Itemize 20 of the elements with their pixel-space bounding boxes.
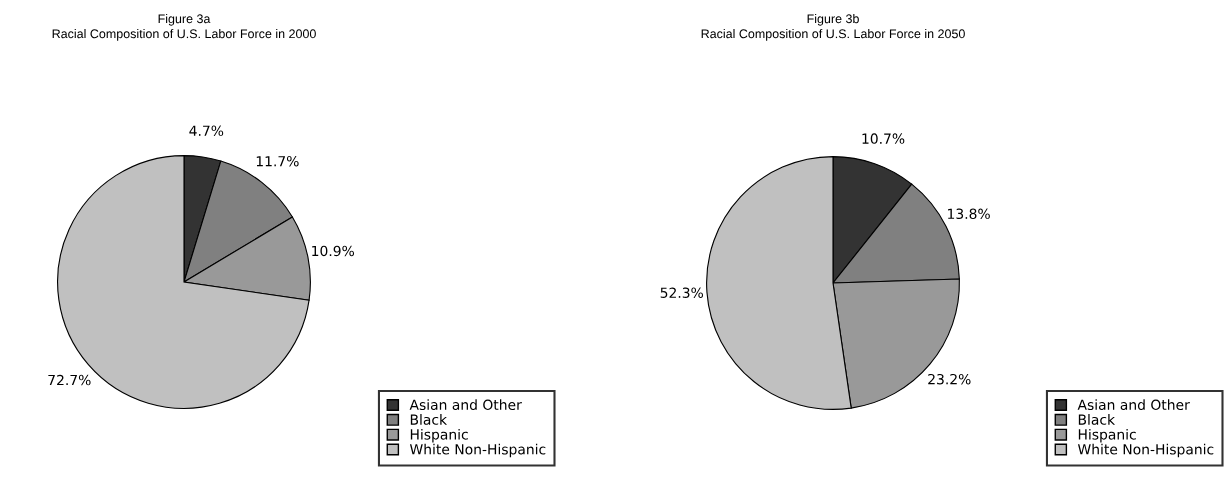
data-label: 23.2% <box>928 373 971 385</box>
legend-label: Hispanic <box>410 428 468 443</box>
legend-label: Hispanic <box>1078 428 1136 443</box>
data-label: 11.7% <box>256 155 299 167</box>
legend-label: White Non-Hispanic <box>1077 443 1214 458</box>
chart-title: Figure 3b <box>807 14 859 26</box>
data-label: 10.7% <box>862 133 905 144</box>
legend-label: Black <box>410 414 448 425</box>
legend-label: Asian and Other <box>409 399 522 411</box>
data-label: 52.3% <box>660 287 704 298</box>
data-label: 13.8% <box>948 208 990 220</box>
data-label: 4.7% <box>189 125 224 136</box>
legend-label: Asian and Other <box>1077 399 1190 411</box>
data-label: 72.7% <box>48 374 91 386</box>
chart-subtitle: Racial Composition of U.S. Labor Force in 2050 <box>701 29 965 41</box>
legend-label: Black <box>1078 414 1116 425</box>
chart-title: Figure 3a <box>158 14 211 26</box>
data-label: 10.9% <box>312 245 355 257</box>
legend-label: White Non-Hispanic <box>409 443 546 458</box>
chart-subtitle: Racial Composition of U.S. Labor Force in 2000 <box>52 29 316 41</box>
